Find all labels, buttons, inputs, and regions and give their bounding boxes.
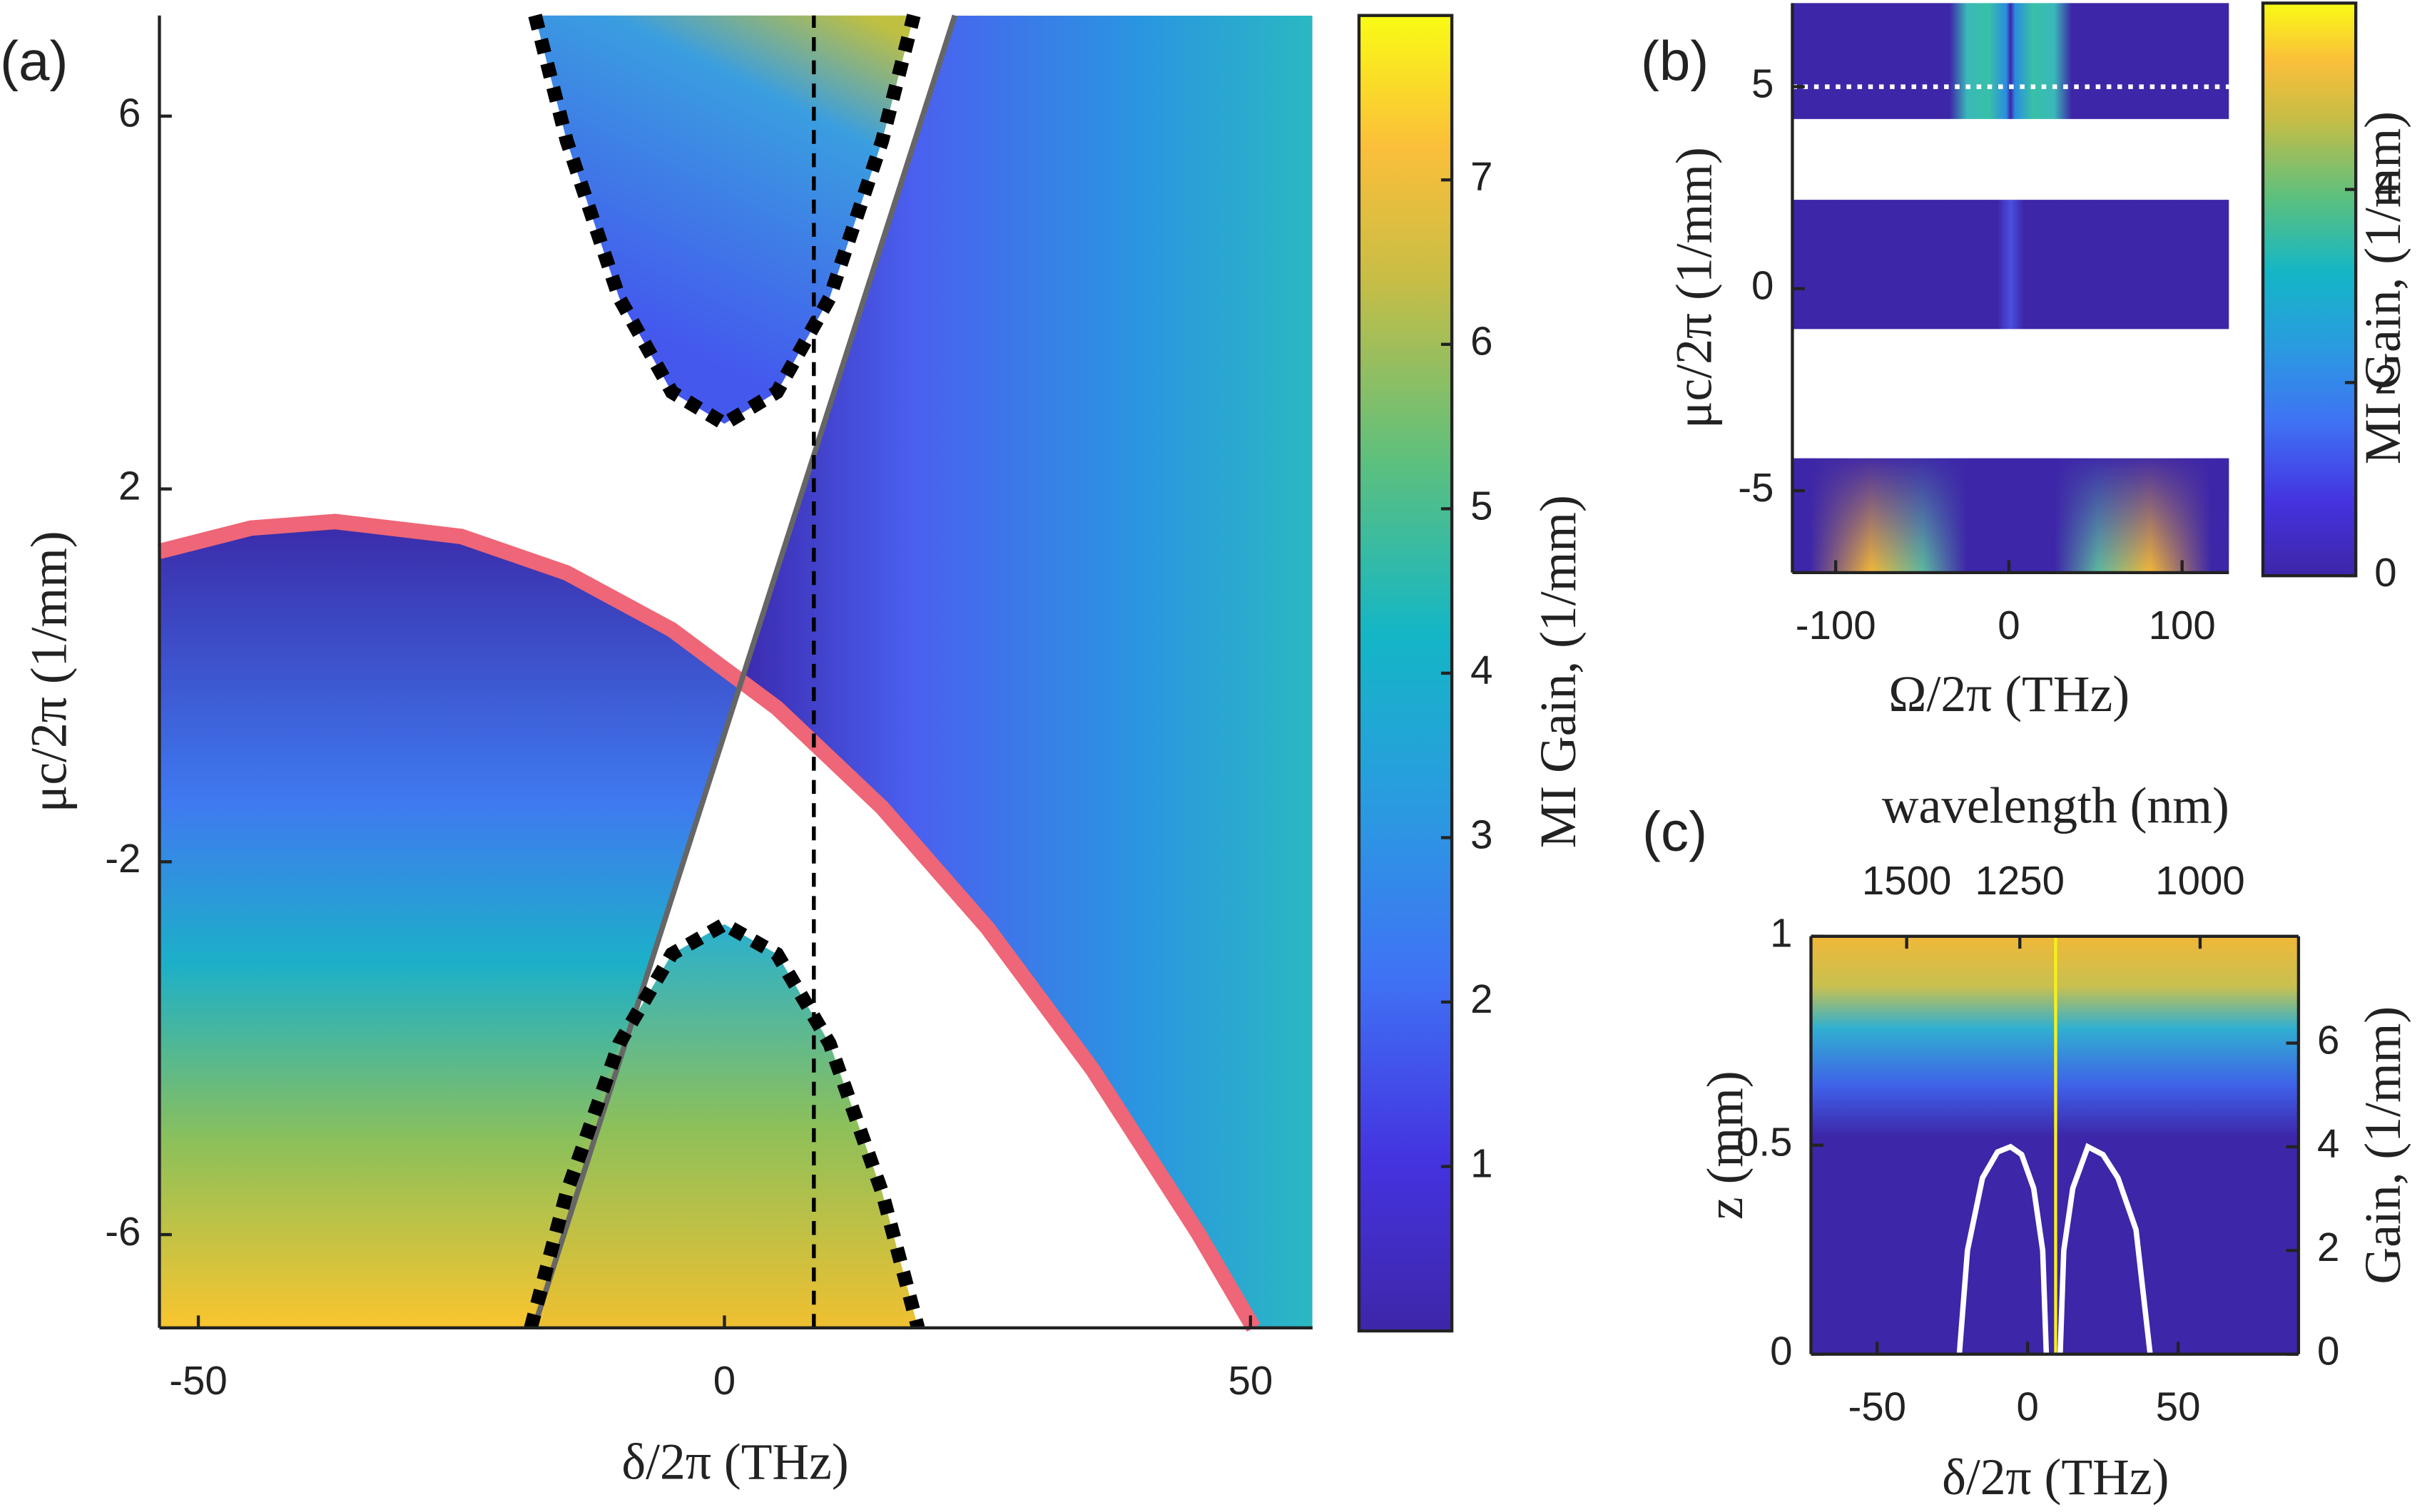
colorbar: [2261, 1, 2358, 578]
x-axis-label: δ/2π (THz): [621, 1434, 848, 1491]
curve: [157, 514, 1261, 1332]
x-tick-label: -100: [1796, 603, 1876, 648]
x-tick-label: 0: [713, 1358, 736, 1403]
colorbar-tick-label: 1: [1470, 1140, 1492, 1185]
y-tick-label: 6: [118, 91, 141, 136]
x-tick-label: 50: [1228, 1358, 1273, 1403]
panel-label: (b): [1641, 29, 1709, 92]
curve: [524, 916, 925, 1330]
x2-tick-label: 1250: [1975, 858, 2065, 903]
curve: [528, 14, 921, 432]
x-tick-label: 0: [1998, 603, 2020, 648]
y-tick-label: -5: [1738, 465, 1774, 510]
y-axis-label: μc/2π (1/mm): [1667, 147, 1723, 429]
colorbar-label: MI Gain, (1/mm): [2355, 111, 2411, 464]
y2-tick-label: 2: [2317, 1225, 2339, 1270]
y2-tick-label: 6: [2317, 1017, 2339, 1062]
y-axis-label: z (mm): [1697, 1071, 1754, 1220]
curve: [531, 14, 958, 1329]
colorbar-tick-label: 7: [1470, 154, 1492, 199]
colorbar-tick-label: 6: [1470, 319, 1492, 364]
colorbar-tick-label: 4: [2374, 164, 2396, 209]
panel: -50 0 50 -6 -2 2 6 1 2 3 4 5 6 7 MI Gain, (1/mm) (a) δ/2…: [0, 14, 1587, 1491]
x2-axis-label: wavelength (nm): [1882, 777, 2229, 834]
x-axis-label: δ/2π (THz): [1942, 1449, 2169, 1506]
y-axis-label: μc/2π (1/mm): [21, 531, 77, 812]
heatmap-band: [1792, 3, 2229, 119]
colorbar-tick-label: 4: [1470, 648, 1492, 693]
x-tick-label: 100: [2149, 603, 2216, 648]
y-tick-label: 0.5: [1736, 1120, 1792, 1165]
x-tick-label: -50: [1848, 1384, 1907, 1429]
x-axis-label: Ω/2π (THz): [1888, 666, 2130, 722]
colorbar-tick-label: 0: [2374, 550, 2396, 595]
y-tick-label: -6: [105, 1209, 141, 1254]
panel-label: (c): [1642, 800, 1707, 862]
colorbar-tick-label: 3: [1470, 812, 1492, 857]
heatmap-band: [1792, 200, 2229, 330]
panel: -50 0 50 0 0.5 1 0 2 4 6 1500 1250 1000 (c) δ/2π (THz)…: [1642, 777, 2411, 1506]
panel: -100 0 100 -5 0 5 0 2 4MI Gain, (1/mm) (b) Ω/2π (T…: [1641, 1, 2411, 722]
curve: [1956, 1143, 2050, 1354]
x-tick-label: -50: [169, 1358, 228, 1403]
x-tick-label: 50: [2156, 1384, 2201, 1429]
y-tick-label: 2: [118, 463, 141, 508]
heatmap-region: [531, 924, 918, 1328]
x-tick-label: 0: [2017, 1384, 2039, 1429]
heatmap-region: [534, 15, 914, 424]
colorbar-label: MI Gain, (1/mm): [1530, 495, 1587, 848]
y2-tick-label: 0: [2317, 1329, 2339, 1374]
y2-tick-label: 4: [2317, 1121, 2339, 1166]
colorbar-tick-label: 2: [1470, 976, 1492, 1021]
colorbar-tick-label: 2: [2374, 357, 2396, 402]
x2-tick-label: 1500: [1862, 858, 1951, 903]
x2-tick-label: 1000: [2155, 858, 2244, 903]
y-tick-label: -2: [105, 836, 141, 881]
heatmap-shade: [1792, 458, 2229, 573]
colorbar-tick-label: 5: [1470, 483, 1492, 528]
y2-axis-label: Gain, (1/mm): [2355, 1006, 2411, 1284]
y-tick-label: 5: [1751, 61, 1774, 106]
curve: [2057, 1143, 2153, 1355]
y-tick-label: 0: [1770, 1329, 1792, 1374]
colorbar: [1357, 14, 1454, 1333]
y-tick-label: 1: [1770, 911, 1792, 956]
panel-label: (a): [0, 29, 68, 92]
y-tick-label: 0: [1751, 263, 1774, 308]
